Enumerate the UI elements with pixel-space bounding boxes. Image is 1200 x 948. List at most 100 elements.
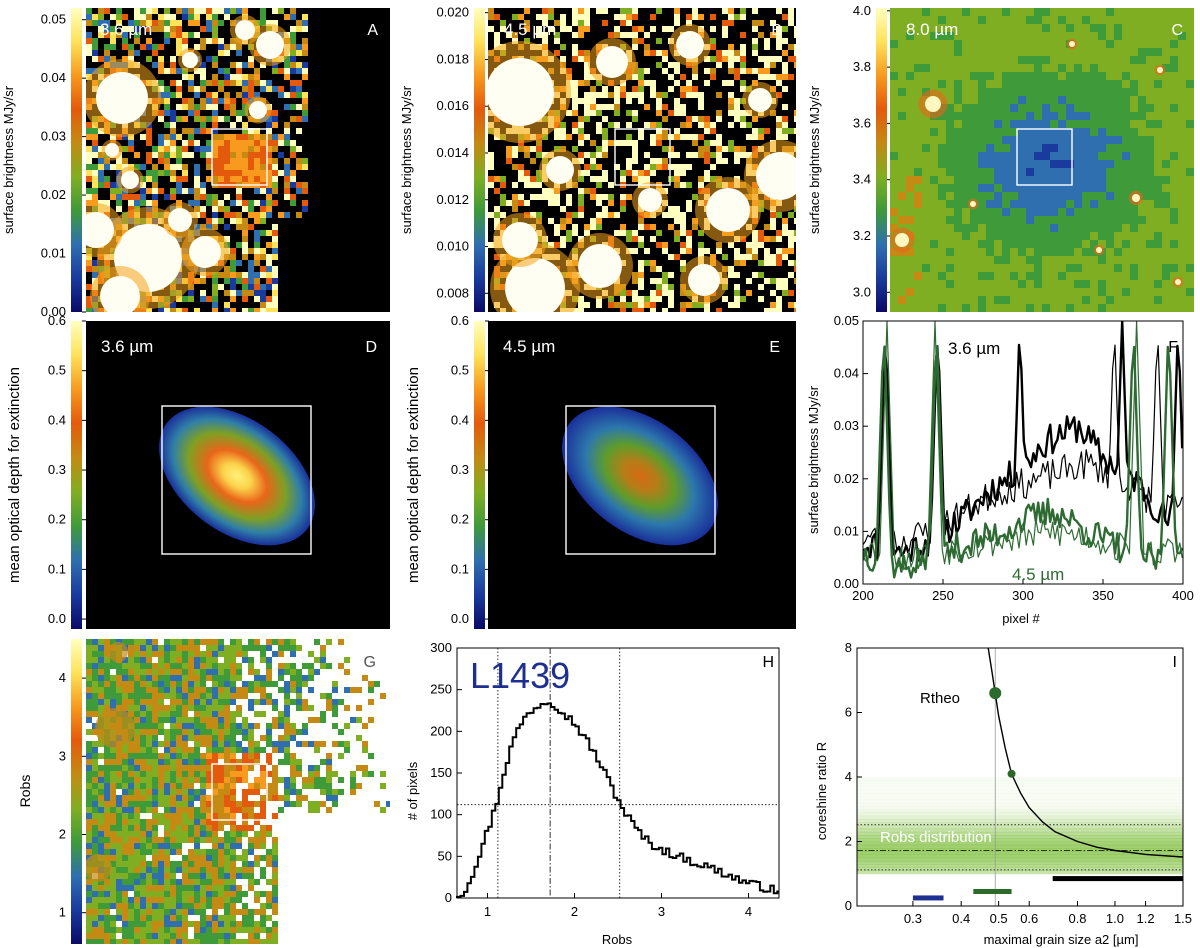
- map-pixel: [1010, 160, 1018, 168]
- map-pixel: [266, 230, 272, 236]
- map-pixel: [230, 789, 236, 795]
- map-pixel: [1138, 32, 1146, 40]
- map-pixel: [686, 122, 692, 128]
- map-pixel: [278, 759, 284, 765]
- map-pixel: [254, 675, 260, 681]
- map-pixel: [158, 729, 164, 735]
- map-pixel: [890, 176, 898, 184]
- map-pixel: [584, 98, 590, 104]
- map-pixel: [914, 112, 922, 120]
- map-pixel: [954, 192, 962, 200]
- map-pixel: [1138, 144, 1146, 152]
- map-pixel: [954, 152, 962, 160]
- map-pixel: [188, 789, 194, 795]
- map-pixel: [236, 759, 242, 765]
- map-pixel: [1042, 304, 1050, 312]
- map-pixel: [608, 140, 614, 146]
- map-pixel: [260, 687, 266, 693]
- map-pixel: [122, 675, 128, 681]
- map-pixel: [260, 284, 266, 290]
- map-pixel: [266, 254, 272, 260]
- map-pixel: [206, 14, 212, 20]
- map-pixel: [704, 248, 710, 254]
- map-pixel: [938, 192, 946, 200]
- map-pixel: [1082, 40, 1090, 48]
- map-pixel: [930, 128, 938, 136]
- map-pixel: [986, 272, 994, 280]
- map-pixel: [1146, 40, 1154, 48]
- map-pixel: [782, 122, 788, 128]
- map-pixel: [602, 128, 608, 134]
- map-pixel: [1050, 240, 1058, 248]
- map-pixel: [740, 14, 746, 20]
- map-pixel: [296, 675, 302, 681]
- map-pixel: [906, 80, 914, 88]
- map-pixel: [302, 741, 308, 747]
- map-pixel: [906, 288, 914, 296]
- map-pixel: [978, 152, 986, 160]
- map-pixel: [1154, 136, 1162, 144]
- map-pixel: [1002, 32, 1010, 40]
- map-pixel: [728, 266, 734, 272]
- map-pixel: [1154, 208, 1162, 216]
- map-pixel: [1170, 80, 1178, 88]
- map-pixel: [1090, 192, 1098, 200]
- map-pixel: [170, 122, 176, 128]
- map-pixel: [620, 176, 626, 182]
- map-pixel: [194, 645, 200, 651]
- x-tick-label: 300: [1012, 588, 1034, 603]
- map-pixel: [1162, 40, 1170, 48]
- map-pixel: [1146, 120, 1154, 128]
- map-pixel: [788, 212, 794, 218]
- map-pixel: [488, 242, 494, 248]
- map-pixel: [182, 8, 188, 14]
- map-pixel: [1138, 48, 1146, 56]
- map-pixel: [92, 789, 98, 795]
- map-pixel: [260, 80, 266, 86]
- map-pixel: [242, 176, 248, 182]
- map-pixel: [1066, 152, 1074, 160]
- map-pixel: [1106, 8, 1114, 16]
- map-pixel: [266, 122, 272, 128]
- map-pixel: [248, 86, 254, 92]
- map-pixel: [1146, 200, 1154, 208]
- map-pixel: [782, 50, 788, 56]
- map-pixel: [638, 308, 644, 312]
- map-pixel: [98, 176, 104, 182]
- map-pixel: [146, 639, 152, 645]
- map-pixel: [296, 164, 302, 170]
- map-pixel: [182, 783, 188, 789]
- map-pixel: [152, 723, 158, 729]
- map-pixel: [164, 705, 170, 711]
- map-pixel: [104, 182, 110, 188]
- map-pixel: [242, 158, 248, 164]
- map-pixel: [1074, 48, 1082, 56]
- map-pixel: [158, 741, 164, 747]
- map-pixel: [122, 146, 128, 152]
- map-pixel: [98, 795, 104, 801]
- map-pixel: [898, 64, 906, 72]
- map-pixel: [170, 134, 176, 140]
- map-pixel: [728, 62, 734, 68]
- map-pixel: [254, 699, 260, 705]
- map-pixel: [206, 705, 212, 711]
- map-pixel: [914, 232, 922, 240]
- map-pixel: [182, 176, 188, 182]
- map-pixel: [272, 224, 278, 230]
- map-pixel: [554, 188, 560, 194]
- map-pixel: [188, 723, 194, 729]
- map-pixel: [1154, 280, 1162, 288]
- map-pixel: [704, 56, 710, 62]
- map-pixel: [182, 687, 188, 693]
- map-pixel: [578, 8, 584, 14]
- map-pixel: [254, 723, 260, 729]
- map-pixel: [776, 56, 782, 62]
- map-pixel: [1098, 168, 1106, 176]
- map-pixel: [898, 304, 906, 312]
- star: [1157, 67, 1163, 73]
- map-pixel: [272, 290, 278, 296]
- map-pixel: [698, 14, 704, 20]
- map-pixel: [1026, 152, 1034, 160]
- map-pixel: [1002, 192, 1010, 200]
- map-pixel: [710, 176, 716, 182]
